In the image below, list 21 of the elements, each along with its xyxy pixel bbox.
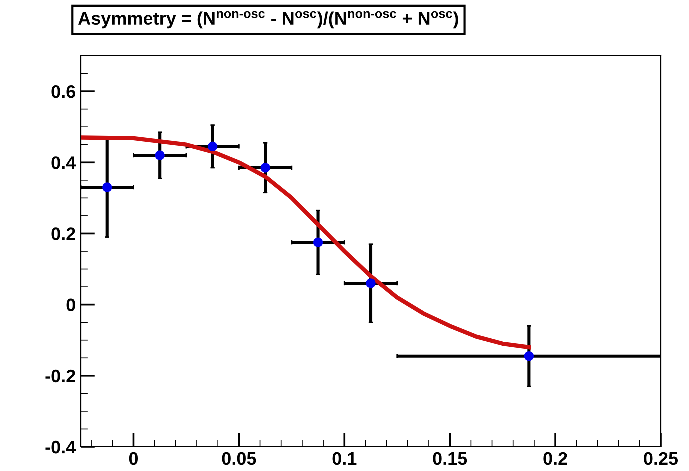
point bbox=[313, 238, 324, 248]
x-tick-label: 0.15 bbox=[433, 452, 468, 466]
chart-title: Asymmetry = (N$^{non-osc}$ - N$^{osc}$)/(N$^{non-osc}$ + N$^{osc}$) bbox=[78, 11, 458, 29]
point bbox=[260, 163, 270, 173]
y-tick-label: 0.6 bbox=[52, 85, 76, 98]
point bbox=[155, 150, 165, 160]
y-tick-label: 0.2 bbox=[52, 228, 76, 240]
point bbox=[366, 278, 376, 288]
x-tick-label: 0.2 bbox=[544, 452, 568, 466]
line-series bbox=[81, 136, 532, 350]
x-tick-label: 0.1 bbox=[332, 452, 357, 466]
y-tick-label: -0.2 bbox=[46, 370, 76, 383]
point bbox=[524, 352, 534, 362]
point bbox=[102, 182, 112, 192]
x-tick-label: 0 bbox=[129, 452, 138, 466]
x-tick-label: 0.05 bbox=[222, 452, 256, 466]
y-tick-label: 0.4 bbox=[52, 156, 76, 170]
y-tick-label: -0.4 bbox=[46, 440, 76, 454]
x-tick-label: 0.25 bbox=[644, 452, 678, 466]
y-tick-label: 0 bbox=[66, 298, 76, 312]
point bbox=[208, 142, 218, 152]
